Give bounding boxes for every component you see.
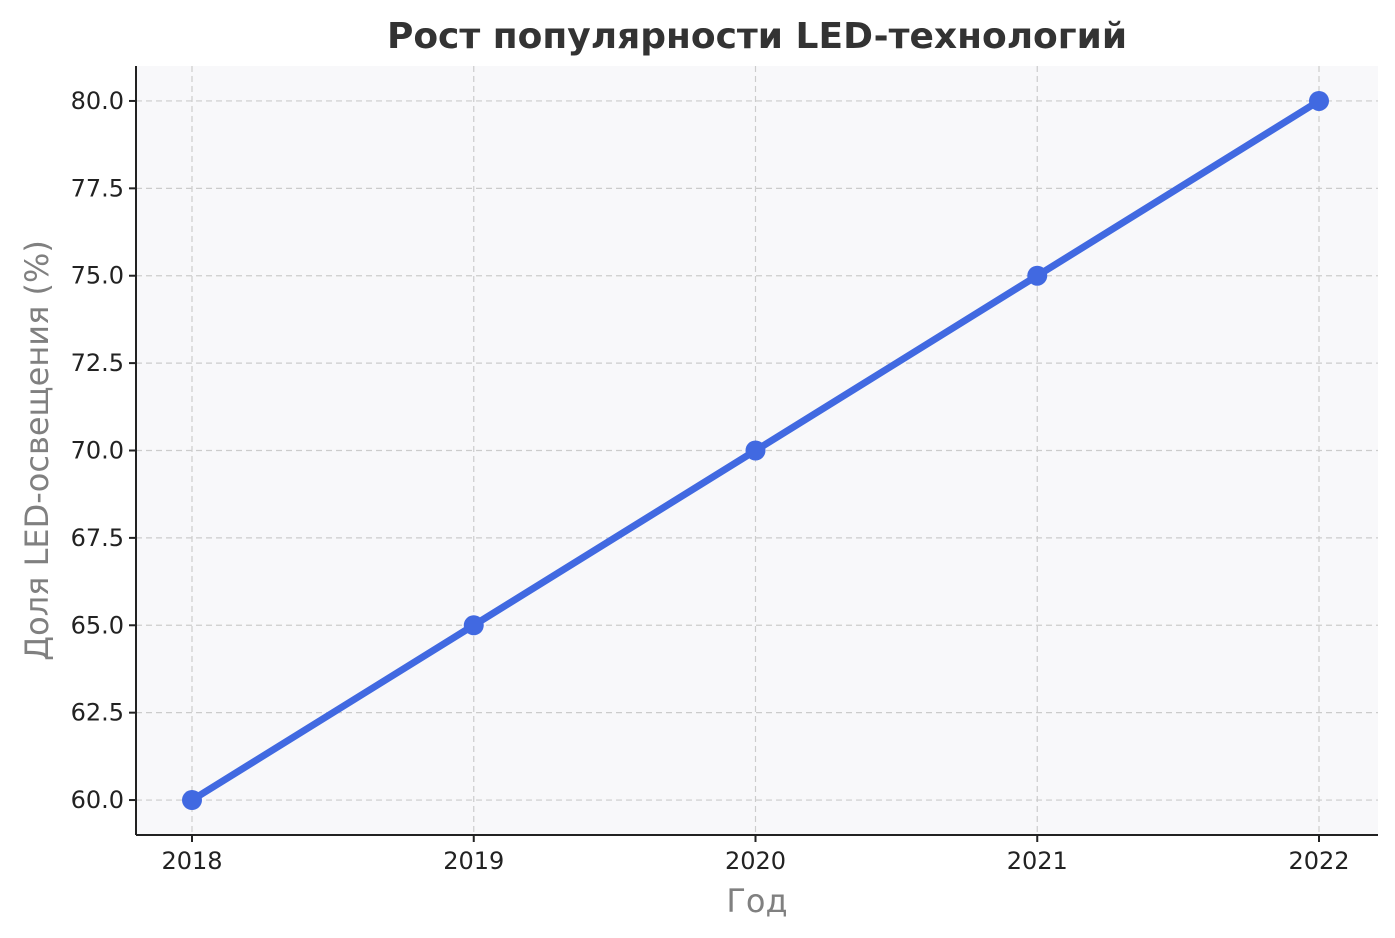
y-tick-label: 67.5 xyxy=(71,524,124,552)
axes xyxy=(129,66,1378,842)
y-tick-label: 75.0 xyxy=(71,262,124,290)
y-tick-label: 62.5 xyxy=(71,699,124,727)
data-point xyxy=(182,790,202,811)
x-axis-label: Год xyxy=(726,882,787,920)
x-tick-label: 2019 xyxy=(443,847,504,875)
y-tick-label: 77.5 xyxy=(71,174,124,202)
series xyxy=(182,90,1329,811)
x-tick-label: 2022 xyxy=(1288,847,1349,875)
tick-labels: 2018 2019 2020 2021 2022 60.0 62.5 65.0 67.5 70.0… xyxy=(71,87,1350,875)
y-tick-label: 80.0 xyxy=(71,87,124,115)
x-tick-label: 2018 xyxy=(161,847,222,875)
data-point xyxy=(463,615,484,636)
data-point xyxy=(745,440,766,461)
y-tick-label: 70.0 xyxy=(71,437,124,465)
y-tick-label: 72.5 xyxy=(71,349,124,377)
y-axis-label: Доля LED-освещения (%) xyxy=(18,240,56,661)
x-tick-label: 2020 xyxy=(725,847,786,875)
x-tick-label: 2021 xyxy=(1007,847,1068,875)
y-tick-label: 60.0 xyxy=(71,786,124,814)
data-point xyxy=(1309,90,1329,111)
data-point xyxy=(1027,265,1048,286)
y-tick-label: 65.0 xyxy=(71,611,124,639)
chart-title: Рост популярности LED-технологий xyxy=(387,16,1127,57)
